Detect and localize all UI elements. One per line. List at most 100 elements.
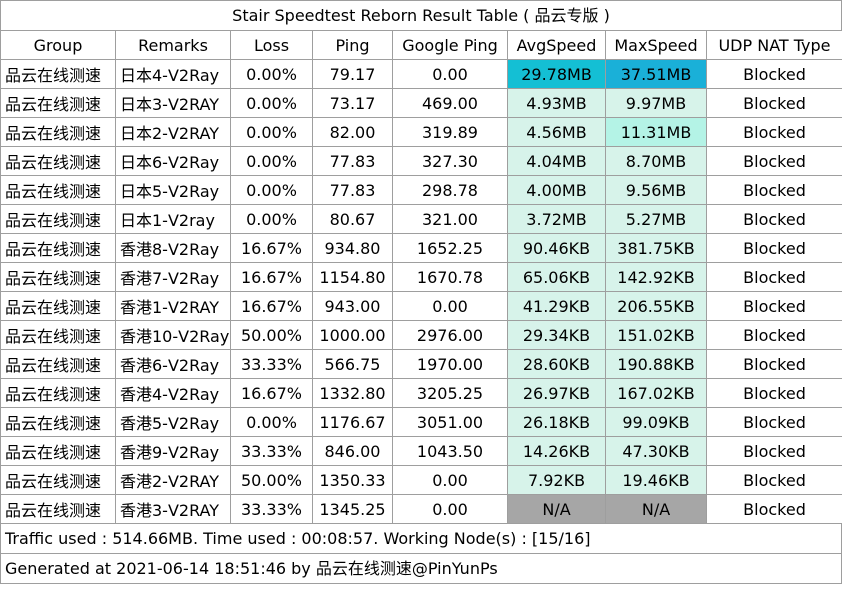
cell-max-speed: 190.88KB [605,349,707,379]
cell-ping: 77.83 [312,175,393,205]
table-title: Stair Speedtest Reborn Result Table ( 品云… [0,0,842,30]
cell-google-ping: 0.00 [392,465,508,495]
cell-avg-speed: 41.29KB [507,291,606,321]
cell-ping: 80.67 [312,204,393,234]
cell-avg-speed: 4.04MB [507,146,606,176]
table-row: 品云在线测速 日本4-V2Ray 0.00% 79.17 0.00 29.78MB 37.5… [0,59,842,89]
cell-avg-speed: 26.18KB [507,407,606,437]
cell-google-ping: 0.00 [392,291,508,321]
cell-google-ping: 1670.78 [392,262,508,292]
col-header-group: Group [0,30,116,60]
table-row: 品云在线测速 香港1-V2RAY 16.67% 943.00 0.00 41.29KB 20… [0,291,842,321]
table-row: 品云在线测速 香港8-V2Ray 16.67% 934.80 1652.25 90.46K… [0,233,842,263]
cell-avg-speed: 28.60KB [507,349,606,379]
cell-group: 品云在线测速 [0,233,116,263]
cell-ping: 566.75 [312,349,393,379]
cell-max-speed: N/A [605,494,707,524]
cell-ping: 943.00 [312,291,393,321]
col-header-loss: Loss [230,30,313,60]
cell-google-ping: 3205.25 [392,378,508,408]
cell-remarks: 香港1-V2RAY [115,291,231,321]
cell-remarks: 日本4-V2Ray [115,59,231,89]
cell-max-speed: 99.09KB [605,407,707,437]
generated-info: Generated at 2021-06-14 18:51:46 by 品云在线… [0,554,842,584]
cell-max-speed: 167.02KB [605,378,707,408]
col-header-avg-speed: AvgSpeed [507,30,606,60]
cell-udp-nat-type: Blocked [706,175,842,205]
cell-remarks: 香港6-V2Ray [115,349,231,379]
cell-avg-speed: 26.97KB [507,378,606,408]
table-row: 品云在线测速 日本5-V2Ray 0.00% 77.83 298.78 4.00MB 9.5… [0,175,842,205]
cell-loss: 33.33% [230,436,313,466]
cell-ping: 1000.00 [312,320,393,350]
cell-google-ping: 319.89 [392,117,508,147]
cell-remarks: 香港10-V2Ray [115,320,231,350]
cell-remarks: 香港2-V2RAY [115,465,231,495]
cell-google-ping: 1043.50 [392,436,508,466]
cell-max-speed: 151.02KB [605,320,707,350]
table-body: 品云在线测速 日本4-V2Ray 0.00% 79.17 0.00 29.78MB 37.5… [0,59,842,524]
cell-avg-speed: 4.56MB [507,117,606,147]
cell-loss: 16.67% [230,378,313,408]
cell-ping: 846.00 [312,436,393,466]
cell-ping: 79.17 [312,59,393,89]
cell-max-speed: 5.27MB [605,204,707,234]
table-row: 品云在线测速 日本6-V2Ray 0.00% 77.83 327.30 4.04MB 8.7… [0,146,842,176]
cell-udp-nat-type: Blocked [706,204,842,234]
table-row: 品云在线测速 日本1-V2ray 0.00% 80.67 321.00 3.72MB 5.2… [0,204,842,234]
cell-ping: 1350.33 [312,465,393,495]
cell-udp-nat-type: Blocked [706,233,842,263]
table-row: 品云在线测速 日本2-V2RAY 0.00% 82.00 319.89 4.56MB 11.… [0,117,842,147]
cell-google-ping: 327.30 [392,146,508,176]
cell-remarks: 香港5-V2Ray [115,407,231,437]
cell-remarks: 香港7-V2Ray [115,262,231,292]
cell-loss: 0.00% [230,407,313,437]
cell-ping: 1176.67 [312,407,393,437]
cell-remarks: 日本5-V2Ray [115,175,231,205]
cell-udp-nat-type: Blocked [706,291,842,321]
cell-avg-speed: 3.72MB [507,204,606,234]
cell-ping: 82.00 [312,117,393,147]
cell-udp-nat-type: Blocked [706,378,842,408]
cell-loss: 33.33% [230,349,313,379]
cell-google-ping: 1970.00 [392,349,508,379]
cell-avg-speed: 90.46KB [507,233,606,263]
table-row: 品云在线测速 香港4-V2Ray 16.67% 1332.80 3205.25 26.97… [0,378,842,408]
cell-group: 品云在线测速 [0,349,116,379]
cell-loss: 16.67% [230,233,313,263]
cell-loss: 16.67% [230,291,313,321]
cell-ping: 77.83 [312,146,393,176]
cell-udp-nat-type: Blocked [706,349,842,379]
cell-ping: 73.17 [312,88,393,118]
cell-google-ping: 0.00 [392,494,508,524]
cell-loss: 0.00% [230,204,313,234]
cell-avg-speed: 65.06KB [507,262,606,292]
cell-google-ping: 2976.00 [392,320,508,350]
cell-loss: 0.00% [230,175,313,205]
cell-ping: 1332.80 [312,378,393,408]
cell-remarks: 香港8-V2Ray [115,233,231,263]
table-row: 品云在线测速 日本3-V2RAY 0.00% 73.17 469.00 4.93MB 9.9… [0,88,842,118]
cell-group: 品云在线测速 [0,320,116,350]
cell-max-speed: 47.30KB [605,436,707,466]
cell-remarks: 日本1-V2ray [115,204,231,234]
table-row: 品云在线测速 香港7-V2Ray 16.67% 1154.80 1670.78 65.06… [0,262,842,292]
cell-loss: 50.00% [230,320,313,350]
cell-loss: 0.00% [230,146,313,176]
cell-loss: 16.67% [230,262,313,292]
cell-udp-nat-type: Blocked [706,436,842,466]
cell-max-speed: 206.55KB [605,291,707,321]
cell-group: 品云在线测速 [0,465,116,495]
cell-remarks: 香港3-V2RAY [115,494,231,524]
cell-udp-nat-type: Blocked [706,146,842,176]
cell-loss: 0.00% [230,88,313,118]
cell-loss: 0.00% [230,59,313,89]
cell-group: 品云在线测速 [0,59,116,89]
cell-avg-speed: 4.00MB [507,175,606,205]
cell-google-ping: 1652.25 [392,233,508,263]
cell-remarks: 日本6-V2Ray [115,146,231,176]
cell-loss: 50.00% [230,465,313,495]
cell-max-speed: 37.51MB [605,59,707,89]
cell-group: 品云在线测速 [0,436,116,466]
